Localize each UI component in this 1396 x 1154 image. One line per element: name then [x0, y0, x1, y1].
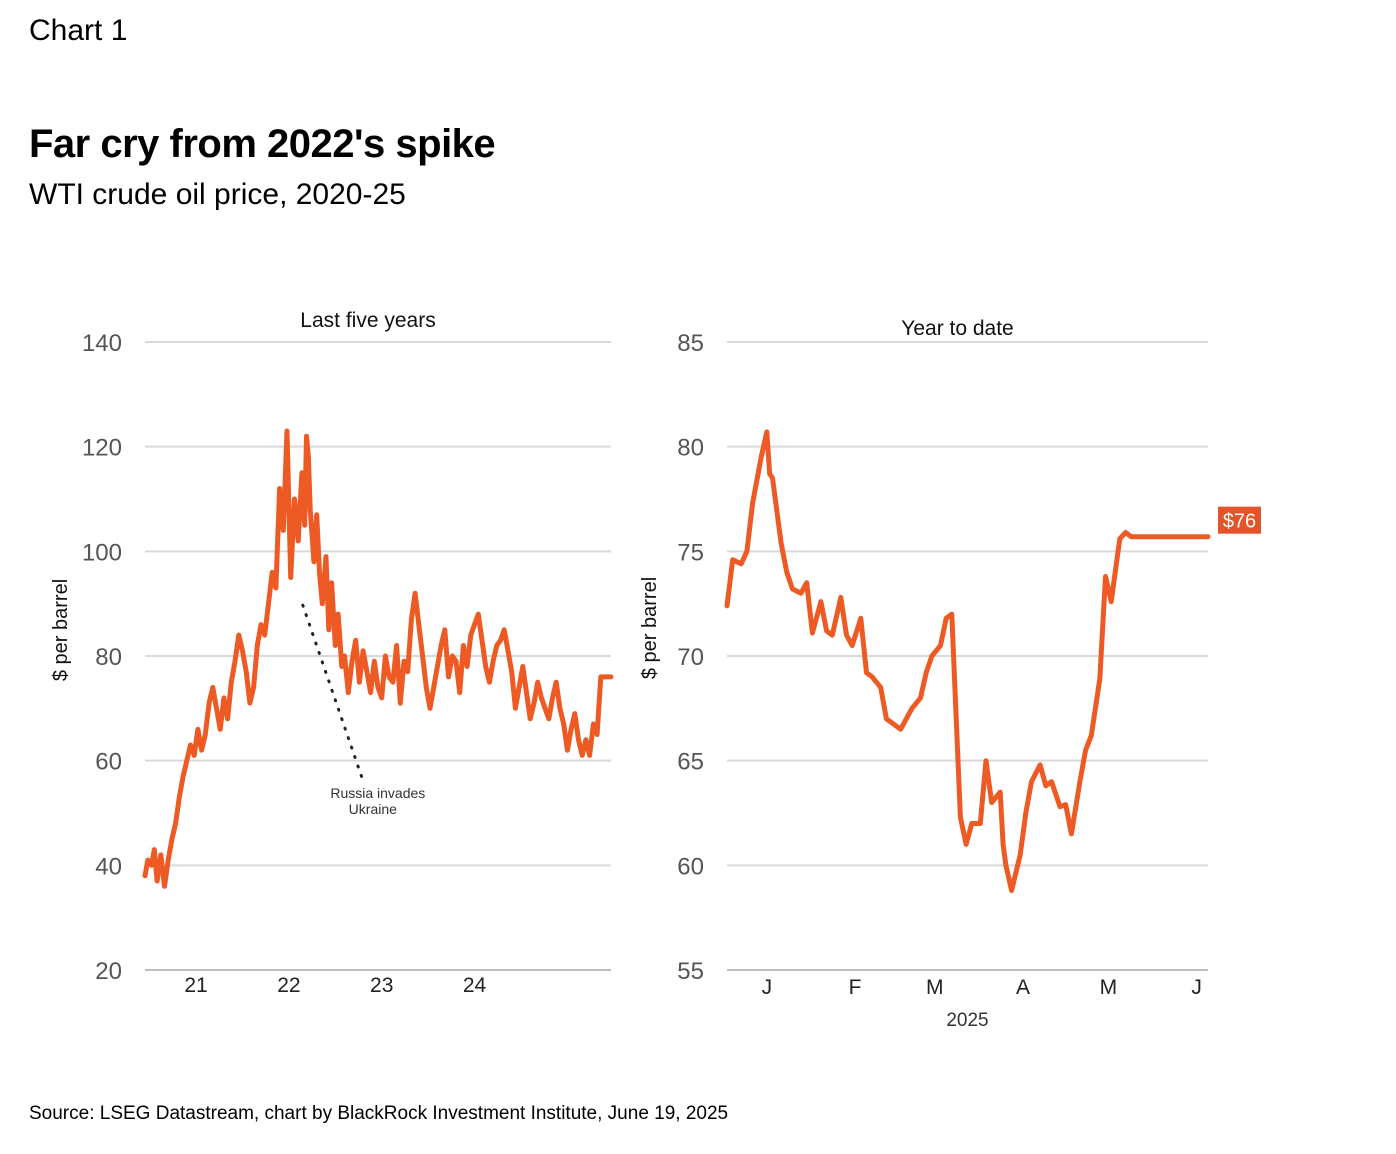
y-tick-label: 75 [677, 539, 704, 566]
y-tick-label: 20 [95, 958, 122, 985]
chart-label: Chart 1 [29, 14, 128, 47]
y-tick-label: 85 [677, 330, 704, 357]
chart-title: Far cry from 2022's spike [29, 122, 496, 166]
x-tick-label: A [1016, 976, 1030, 999]
x-tick-label: F [849, 976, 862, 999]
x-axis-label: 2025 [946, 1010, 988, 1031]
x-tick-label: M [926, 976, 944, 999]
y-tick-label: 80 [677, 435, 704, 462]
x-tick-label: 23 [370, 974, 393, 997]
y-axis-label: $ per barrel [50, 579, 72, 681]
y-tick-label: 65 [677, 749, 704, 776]
chart-subtitle: WTI crude oil price, 2020-25 [29, 178, 406, 211]
annotation-label: Russia invades [330, 785, 425, 801]
end-value-badge [1218, 506, 1261, 534]
y-tick-label: 55 [677, 958, 704, 985]
source-note: Source: LSEG Datastream, chart by BlackR… [29, 1103, 729, 1124]
y-tick-label: 100 [82, 539, 122, 566]
y-tick-label: 60 [95, 749, 122, 776]
x-tick-label: M [1100, 976, 1118, 999]
annotation-leader [301, 603, 365, 782]
x-tick-label: 21 [184, 974, 207, 997]
x-tick-label: J [1191, 976, 1202, 999]
y-axis-label: $ per barrel [639, 577, 661, 679]
x-tick-label: 24 [463, 974, 487, 997]
x-tick-label: 22 [277, 974, 300, 997]
panel-title: Year to date [901, 317, 1014, 340]
y-tick-label: 120 [82, 435, 122, 462]
y-tick-label: 40 [95, 853, 122, 880]
annotation-label: Ukraine [349, 801, 397, 817]
y-tick-label: 60 [677, 853, 704, 880]
y-tick-label: 70 [677, 644, 704, 671]
panel-title: Last five years [300, 309, 435, 332]
series-line [724, 429, 1211, 893]
y-tick-label: 80 [95, 644, 122, 671]
x-tick-label: J [762, 976, 773, 999]
end-value-label: $76 [1223, 511, 1256, 533]
y-tick-label: 140 [82, 330, 122, 357]
series-line [142, 428, 614, 889]
